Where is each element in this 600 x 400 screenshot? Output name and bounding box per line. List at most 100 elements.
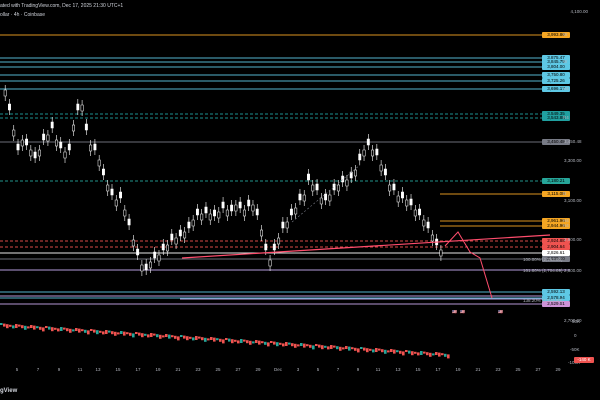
volume-bar: [117, 332, 120, 335]
volume-bar: [336, 346, 339, 350]
volume-bar: [393, 349, 396, 354]
volume-bar: [402, 351, 405, 356]
volume-bar: [273, 341, 276, 345]
price-level-label: 3,750.80: [542, 72, 570, 78]
candle-body: [200, 213, 204, 221]
volume-bar: [228, 338, 231, 342]
price-level-label: 3,549.35: [542, 111, 570, 117]
candle-body: [289, 208, 293, 216]
fib-138-label: 138.20% (2,549.90): [523, 298, 563, 303]
volume-bar: [99, 330, 102, 333]
volume-bar: [186, 336, 189, 341]
candle-body: [50, 121, 54, 129]
volume-bar: [360, 347, 363, 349]
price-axis-tick: 3,450.48: [564, 139, 582, 144]
candle-body: [29, 149, 33, 157]
volume-bar: [174, 335, 177, 339]
volume-bar: [351, 347, 354, 350]
price-level-label: 3,993.86: [542, 32, 570, 38]
candle-body: [358, 153, 362, 161]
volume-bar: [312, 345, 315, 350]
time-axis-label: 9: [356, 367, 360, 372]
candle-body: [388, 184, 392, 192]
volume-bar: [78, 328, 81, 333]
candle-body: [392, 183, 396, 191]
candle-body: [242, 209, 246, 217]
volume-bar: [42, 327, 45, 332]
candle-body: [294, 207, 298, 215]
candle-body: [405, 199, 409, 207]
candle-body: [345, 179, 349, 187]
candle-body: [319, 197, 323, 205]
candle-body: [255, 208, 259, 216]
volume-bar: [441, 353, 444, 356]
candle-body: [55, 139, 58, 147]
volume-bar: [66, 328, 69, 332]
candle-body: [106, 184, 110, 192]
volume-bar: [210, 337, 213, 340]
candle-body: [183, 231, 187, 239]
candle-body: [174, 237, 178, 245]
candle-body: [127, 218, 131, 226]
event-marker-3[interactable]: 🇺🇸: [498, 309, 503, 314]
volume-bar: [192, 337, 195, 341]
candle-body: [217, 211, 221, 219]
volume-bar: [153, 333, 156, 336]
candle-body: [268, 259, 272, 267]
volume-bar: [309, 344, 312, 348]
time-axis-label: 21: [475, 367, 481, 372]
volume-bar: [138, 332, 141, 336]
volume-bar: [321, 345, 324, 350]
level-timeframe-tag: H4: [563, 218, 569, 223]
volume-bar: [207, 338, 210, 341]
price-level-label: 3,845.75: [542, 59, 570, 65]
volume-bar: [285, 342, 288, 346]
level-timeframe-tag: H4: [563, 86, 569, 91]
volume-tick-50k: 50K: [572, 319, 581, 324]
price-level-label: 3,543.88: [542, 115, 570, 121]
candle-body: [251, 204, 255, 212]
event-marker-1[interactable]: 🇺🇸: [452, 309, 457, 314]
volume-bar: [417, 352, 420, 356]
volume-bar: [396, 350, 399, 353]
candle-body: [409, 198, 413, 206]
candle-body: [230, 204, 234, 212]
volume-bar: [195, 336, 198, 340]
event-marker-2[interactable]: 🇺🇸: [460, 309, 465, 314]
candle-body: [63, 151, 67, 159]
candle-body: [272, 243, 276, 251]
volume-bar: [27, 326, 30, 329]
candle-body: [97, 159, 101, 167]
time-axis-label: 23: [195, 367, 201, 372]
candle-body: [166, 244, 169, 252]
volume-bar: [213, 337, 216, 342]
candle-body: [213, 209, 216, 217]
volume-bar: [156, 334, 159, 338]
candle-body: [260, 229, 263, 237]
price-level-label: 2,826.61: [542, 250, 570, 256]
time-axis-label: 17: [435, 367, 441, 372]
candle-body: [59, 141, 63, 149]
volume-bar: [141, 333, 144, 338]
volume-bar: [9, 324, 12, 327]
candle-body: [362, 149, 366, 157]
candle-body: [277, 237, 281, 245]
volume-bar: [198, 336, 201, 339]
candle-body: [430, 234, 434, 242]
volume-bar: [90, 329, 93, 331]
candle-body: [426, 221, 430, 229]
candle-body: [102, 168, 105, 176]
candle-body: [208, 213, 212, 221]
volume-bar: [363, 347, 366, 351]
volume-bar: [39, 326, 42, 330]
volume-bar: [72, 329, 75, 332]
candle-body: [264, 243, 268, 251]
volume-bar: [189, 336, 192, 339]
volume-bar: [225, 338, 228, 340]
trendline: [181, 234, 551, 259]
volume-bar: [111, 331, 114, 335]
volume-bar: [384, 349, 387, 354]
time-axis-label: 27: [535, 367, 541, 372]
candle-body: [375, 148, 379, 156]
